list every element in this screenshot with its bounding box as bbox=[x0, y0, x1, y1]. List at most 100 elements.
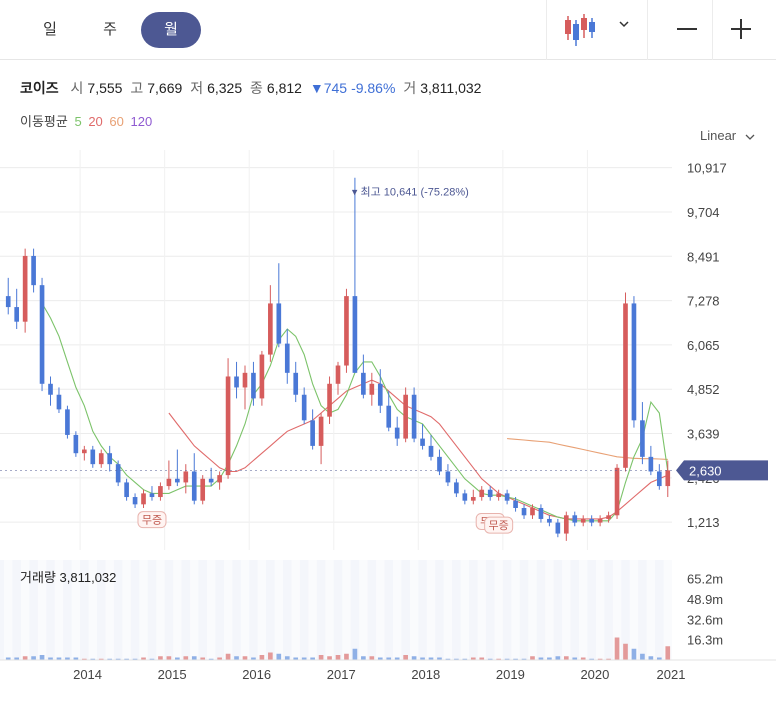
candle-body bbox=[242, 372, 248, 388]
candle-body bbox=[479, 489, 485, 498]
volume-bar bbox=[73, 657, 79, 660]
candle-body bbox=[614, 467, 620, 516]
volume-bar bbox=[284, 656, 290, 660]
volume-bar bbox=[403, 655, 408, 660]
candle-body bbox=[132, 497, 138, 505]
volume-stripe bbox=[545, 560, 554, 660]
tab-weekly[interactable]: 주 bbox=[103, 21, 117, 38]
volume-label: 거 bbox=[403, 80, 417, 96]
volume-stripe bbox=[460, 560, 470, 660]
ma5-label: 5 bbox=[74, 114, 82, 129]
ma20-label: 20 bbox=[88, 114, 103, 129]
volume-bar bbox=[200, 657, 206, 660]
volume-stripe bbox=[105, 560, 114, 660]
candle-body bbox=[56, 394, 62, 410]
candle-body bbox=[386, 405, 392, 428]
candle-body bbox=[124, 482, 129, 498]
candle-body bbox=[420, 438, 425, 446]
toolbar-divider bbox=[546, 0, 547, 60]
volume-bar bbox=[259, 655, 265, 660]
volume-chart[interactable]: 65.2m 48.9m 32.6m 16.3m 2014 2015 2016 2017 2018… bbox=[0, 560, 776, 706]
candle-body bbox=[48, 383, 53, 395]
candle-body bbox=[90, 449, 96, 465]
volume-stripe bbox=[409, 560, 419, 660]
volume-title-value: 3,811,032 bbox=[59, 570, 117, 585]
volume-stripe bbox=[528, 560, 537, 660]
volume-bar bbox=[217, 657, 222, 660]
candle-body bbox=[39, 285, 45, 384]
candle-body bbox=[276, 303, 282, 344]
volume-bar bbox=[377, 657, 383, 660]
x-tick-label: 2017 bbox=[327, 667, 356, 682]
candle-body bbox=[563, 515, 569, 534]
volume-stripe bbox=[325, 560, 334, 660]
volume-stripe bbox=[240, 560, 250, 660]
zoom-in-button[interactable] bbox=[720, 8, 764, 52]
candle-body bbox=[665, 470, 671, 487]
volume-stripe bbox=[308, 560, 317, 660]
candle-body bbox=[504, 493, 510, 501]
candle-body bbox=[14, 307, 20, 322]
volume-bar bbox=[445, 658, 451, 660]
volume-stripe bbox=[376, 560, 385, 660]
volume-bar bbox=[361, 656, 366, 660]
event-badge-label: 무증 bbox=[142, 515, 162, 527]
volume-bar bbox=[572, 657, 578, 660]
volume-stripe bbox=[392, 560, 402, 660]
volume-stripe bbox=[4, 560, 13, 660]
candle-body bbox=[183, 471, 189, 483]
volume-bar bbox=[65, 657, 70, 660]
volume-bar bbox=[479, 657, 485, 660]
volume-bar bbox=[606, 658, 611, 660]
volume-bar bbox=[386, 657, 392, 660]
candle-body bbox=[361, 372, 366, 395]
volume-stripe bbox=[71, 560, 81, 660]
candle-body bbox=[107, 453, 113, 465]
volume-bar bbox=[141, 657, 146, 660]
minus-icon bbox=[677, 28, 697, 30]
volume-bar bbox=[166, 656, 172, 660]
chevron-down-icon bbox=[619, 21, 629, 28]
y-tick-label: 7,278 bbox=[687, 294, 720, 309]
volume-bar bbox=[5, 657, 11, 660]
x-tick-label: 2021 bbox=[657, 667, 686, 682]
zoom-out-button[interactable] bbox=[666, 8, 710, 52]
volume-bar bbox=[56, 657, 62, 660]
volume-stripe bbox=[426, 560, 436, 660]
volume-bar bbox=[437, 657, 442, 660]
candle-body bbox=[428, 445, 434, 457]
candle-body bbox=[623, 303, 628, 468]
plus-icon bbox=[731, 19, 751, 39]
volume-bar bbox=[555, 656, 561, 660]
volume-stripe bbox=[578, 560, 588, 660]
volume-bar bbox=[276, 653, 282, 660]
candle-body bbox=[530, 507, 535, 516]
volume-bar bbox=[90, 658, 96, 660]
volume-bar bbox=[175, 657, 180, 660]
tab-daily[interactable]: 일 bbox=[43, 21, 57, 38]
candle-body bbox=[149, 493, 155, 498]
candle-body bbox=[327, 383, 332, 417]
volume-bar bbox=[614, 637, 620, 660]
candle-body bbox=[369, 383, 375, 395]
volume-stripe bbox=[223, 560, 233, 660]
price-chart[interactable]: 10,9179,7048,4917,2786,0654,8523,6392,42… bbox=[0, 150, 776, 550]
volume-bar bbox=[462, 658, 468, 660]
y-tick-label: 8,491 bbox=[687, 249, 720, 264]
toolbar-divider bbox=[647, 0, 648, 60]
tab-monthly[interactable]: 월 bbox=[141, 12, 201, 48]
chart-type-button[interactable] bbox=[552, 8, 642, 52]
volume-stripe bbox=[595, 560, 605, 660]
candle-body bbox=[301, 394, 307, 421]
volume-tick-label: 16.3m bbox=[687, 633, 723, 648]
change-percent: -9.86% bbox=[351, 80, 396, 96]
open-label: 시 bbox=[70, 80, 84, 96]
volume-bar bbox=[428, 657, 434, 660]
candle-body bbox=[141, 493, 146, 505]
volume-legend: 거래량 3,811,032 bbox=[20, 567, 116, 586]
volume-bar bbox=[538, 657, 544, 660]
scale-dropdown[interactable]: Linear bbox=[700, 128, 756, 143]
candle-body bbox=[606, 515, 611, 519]
candle-body bbox=[268, 303, 273, 355]
volume-bar bbox=[369, 656, 375, 660]
